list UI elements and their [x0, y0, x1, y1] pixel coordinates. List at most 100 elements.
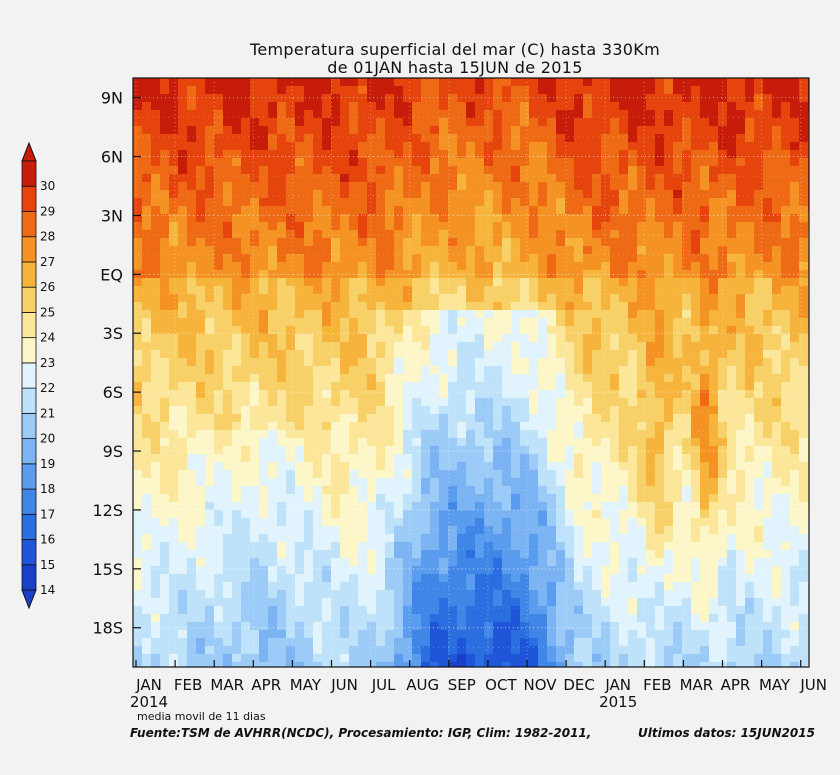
- heatmap-cell: [628, 518, 638, 527]
- heatmap-cell: [547, 118, 557, 127]
- heatmap-cell: [529, 350, 539, 359]
- heatmap-cell: [628, 190, 638, 199]
- heatmap-cell: [682, 246, 692, 255]
- heatmap-cell: [169, 622, 179, 631]
- heatmap-cell: [619, 646, 629, 655]
- heatmap-cell: [430, 662, 440, 667]
- heatmap-cell: [457, 278, 467, 287]
- heatmap-cell: [304, 446, 314, 455]
- heatmap-cell: [223, 182, 233, 191]
- heatmap-cell: [340, 118, 350, 127]
- heatmap-cell: [277, 238, 287, 247]
- heatmap-cell: [187, 446, 197, 455]
- heatmap-cell: [160, 78, 170, 87]
- heatmap-cell: [583, 502, 593, 511]
- heatmap-cell: [637, 622, 647, 631]
- heatmap-cell: [700, 430, 710, 439]
- heatmap-cell: [250, 494, 260, 503]
- heatmap-cell: [250, 542, 260, 551]
- heatmap-cell: [448, 654, 458, 663]
- heatmap-cell: [430, 598, 440, 607]
- heatmap-cell: [502, 454, 512, 463]
- heatmap-cell: [196, 414, 206, 423]
- heatmap-cell: [493, 230, 503, 239]
- heatmap-cell: [322, 558, 332, 567]
- heatmap-cell: [709, 494, 719, 503]
- heatmap-cell: [610, 374, 620, 383]
- heatmap-cell: [259, 590, 269, 599]
- heatmap-cell: [529, 582, 539, 591]
- heatmap-cell: [286, 622, 296, 631]
- heatmap-cell: [412, 78, 422, 87]
- heatmap-cell: [709, 582, 719, 591]
- heatmap-cell: [376, 326, 386, 335]
- heatmap-cell: [700, 470, 710, 479]
- heatmap-cell: [646, 102, 656, 111]
- heatmap-cell: [601, 494, 611, 503]
- heatmap-cell: [628, 574, 638, 583]
- heatmap-cell: [610, 614, 620, 623]
- heatmap-cell: [232, 270, 242, 279]
- heatmap-cell: [619, 494, 629, 503]
- heatmap-cell: [637, 286, 647, 295]
- heatmap-cell: [394, 598, 404, 607]
- heatmap-cell: [637, 606, 647, 615]
- heatmap-cell: [475, 326, 485, 335]
- heatmap-cell: [151, 118, 161, 127]
- heatmap-cell: [178, 254, 188, 263]
- heatmap-cell: [529, 430, 539, 439]
- heatmap-cell: [250, 230, 260, 239]
- heatmap-cell: [322, 214, 332, 223]
- heatmap-cell: [187, 502, 197, 511]
- heatmap-cell: [637, 174, 647, 183]
- heatmap-cell: [313, 542, 323, 551]
- heatmap-cell: [187, 238, 197, 247]
- heatmap-cell: [286, 174, 296, 183]
- heatmap-cell: [268, 662, 278, 667]
- heatmap-cell: [151, 486, 161, 495]
- heatmap-cell: [277, 470, 287, 479]
- heatmap-cell: [646, 246, 656, 255]
- heatmap-cell: [187, 366, 197, 375]
- heatmap-cell: [502, 534, 512, 543]
- heatmap-cell: [502, 206, 512, 215]
- heatmap-cell: [349, 462, 359, 471]
- heatmap-cell: [547, 78, 557, 87]
- heatmap-cell: [277, 126, 287, 135]
- heatmap-cell: [142, 454, 152, 463]
- heatmap-cell: [547, 598, 557, 607]
- heatmap-cell: [574, 190, 584, 199]
- heatmap-cell: [286, 662, 296, 667]
- heatmap-cell: [142, 230, 152, 239]
- heatmap-cell: [232, 654, 242, 663]
- heatmap-cell: [385, 182, 395, 191]
- heatmap-cell: [223, 158, 233, 167]
- heatmap-cell: [691, 646, 701, 655]
- heatmap-cell: [556, 590, 566, 599]
- heatmap-cell: [376, 470, 386, 479]
- heatmap-cell: [250, 638, 260, 647]
- heatmap-cell: [619, 214, 629, 223]
- heatmap-cell: [529, 422, 539, 431]
- heatmap-cell: [196, 534, 206, 543]
- heatmap-cell: [358, 438, 368, 447]
- heatmap-cell: [565, 542, 575, 551]
- heatmap-cell: [304, 558, 314, 567]
- heatmap-cell: [277, 582, 287, 591]
- heatmap-cell: [304, 502, 314, 511]
- heatmap-cell: [178, 486, 188, 495]
- heatmap-cell: [655, 654, 665, 663]
- heatmap-cell: [385, 134, 395, 143]
- heatmap-cell: [538, 350, 548, 359]
- heatmap-cell: [178, 430, 188, 439]
- heatmap-cell: [646, 158, 656, 167]
- heatmap-cell: [160, 574, 170, 583]
- heatmap-cell: [439, 190, 449, 199]
- heatmap-cell: [574, 446, 584, 455]
- heatmap-cell: [700, 662, 710, 667]
- heatmap-cell: [304, 526, 314, 535]
- heatmap-cell: [529, 206, 539, 215]
- heatmap-cell: [547, 310, 557, 319]
- heatmap-cell: [718, 414, 728, 423]
- heatmap-cell: [493, 422, 503, 431]
